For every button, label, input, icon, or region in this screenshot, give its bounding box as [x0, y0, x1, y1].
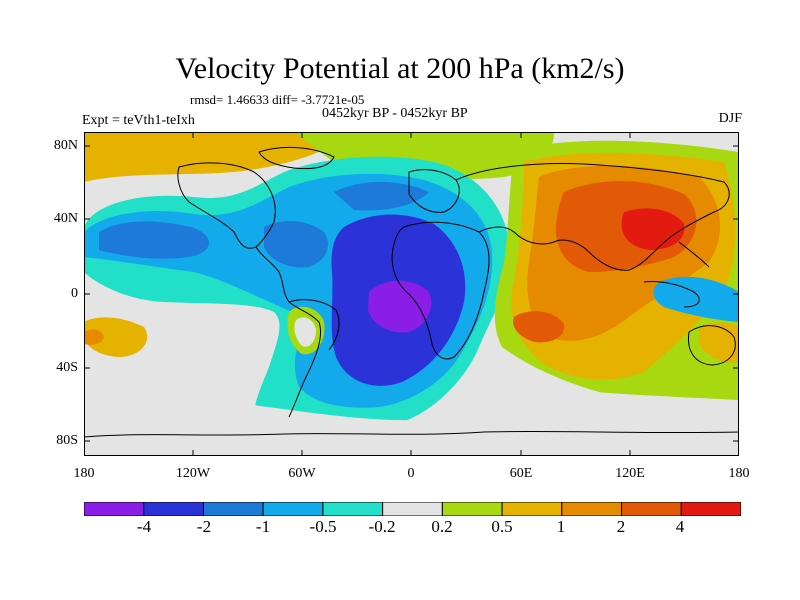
tick-marks [84, 132, 739, 456]
field-contour-samerica-white [294, 317, 316, 347]
field-contour-indonesia-blue [653, 276, 739, 322]
lon-label-0: 0 [407, 466, 415, 481]
lon-label-180-east: 180 [728, 466, 750, 481]
colorbar-label: 0.5 [491, 517, 513, 536]
map-title: Velocity Potential at 200 hPa (km2/s) [175, 52, 625, 85]
colorbar-label: -1 [255, 517, 271, 536]
colorbar-swatch [143, 502, 204, 516]
velocity-potential-map [84, 132, 739, 456]
lat-label-equator: 0 [71, 286, 78, 301]
colorbar-swatch [382, 502, 443, 516]
lon-label-60w: 60W [288, 466, 316, 481]
colorbar-label: -0.2 [368, 517, 396, 536]
colorbar-swatch [202, 502, 264, 516]
season-label: DJF [718, 111, 742, 126]
colorbar-swatch [322, 502, 384, 516]
field-contour-south-neutral [84, 382, 739, 456]
field-contour-south-pacific-yellow [84, 317, 148, 357]
lon-label-120w: 120W [175, 466, 211, 481]
colorbar-label: 1 [556, 517, 566, 536]
field-contour-maximum [621, 208, 685, 250]
lat-label-40n: 40N [53, 211, 78, 226]
colorbar [84, 502, 741, 516]
field-contour-america-blue [264, 220, 329, 268]
lat-label-40s: 40S [56, 360, 78, 375]
rmsd-text: rmsd= 1.46633 diff= -3.7721e-05 [190, 92, 365, 107]
colorbar-label: -2 [196, 517, 212, 536]
lat-label-80s: 80S [56, 433, 78, 448]
colorbar-label: 2 [616, 517, 626, 536]
field-contour-minimum [368, 280, 432, 333]
colorbar-swatch [680, 502, 741, 516]
field-contour-south-pacific-orange [84, 329, 104, 345]
lon-label-180-west: 180 [73, 466, 95, 481]
colorbar-label: -0.5 [309, 517, 337, 536]
colorbar-swatch [501, 502, 563, 516]
colorbar-label: 4 [675, 517, 685, 536]
field-contour-indian-ocean-red [513, 311, 565, 343]
colorbar-swatch [262, 502, 324, 516]
coastlines [84, 147, 739, 438]
colorbar-swatch [621, 502, 682, 516]
lon-label-60e: 60E [509, 466, 533, 481]
colorbar-label: 0.2 [431, 517, 453, 536]
lat-label-80n: 80N [53, 138, 78, 153]
colorbar-swatch [84, 502, 145, 516]
colorbar-label: -4 [136, 517, 152, 536]
period-label: 0452kyr BP - 0452kyr BP [322, 106, 468, 121]
experiment-label: Expt = teVth1-teIxh [82, 113, 195, 128]
colorbar-swatch [561, 502, 623, 516]
colorbar-swatch [441, 502, 503, 516]
field-contour-north-orange [84, 132, 344, 182]
lon-label-120e: 120E [615, 466, 645, 481]
field-contour-pacific-blue [99, 221, 209, 259]
field-contour-atlantic-blue [334, 181, 429, 211]
